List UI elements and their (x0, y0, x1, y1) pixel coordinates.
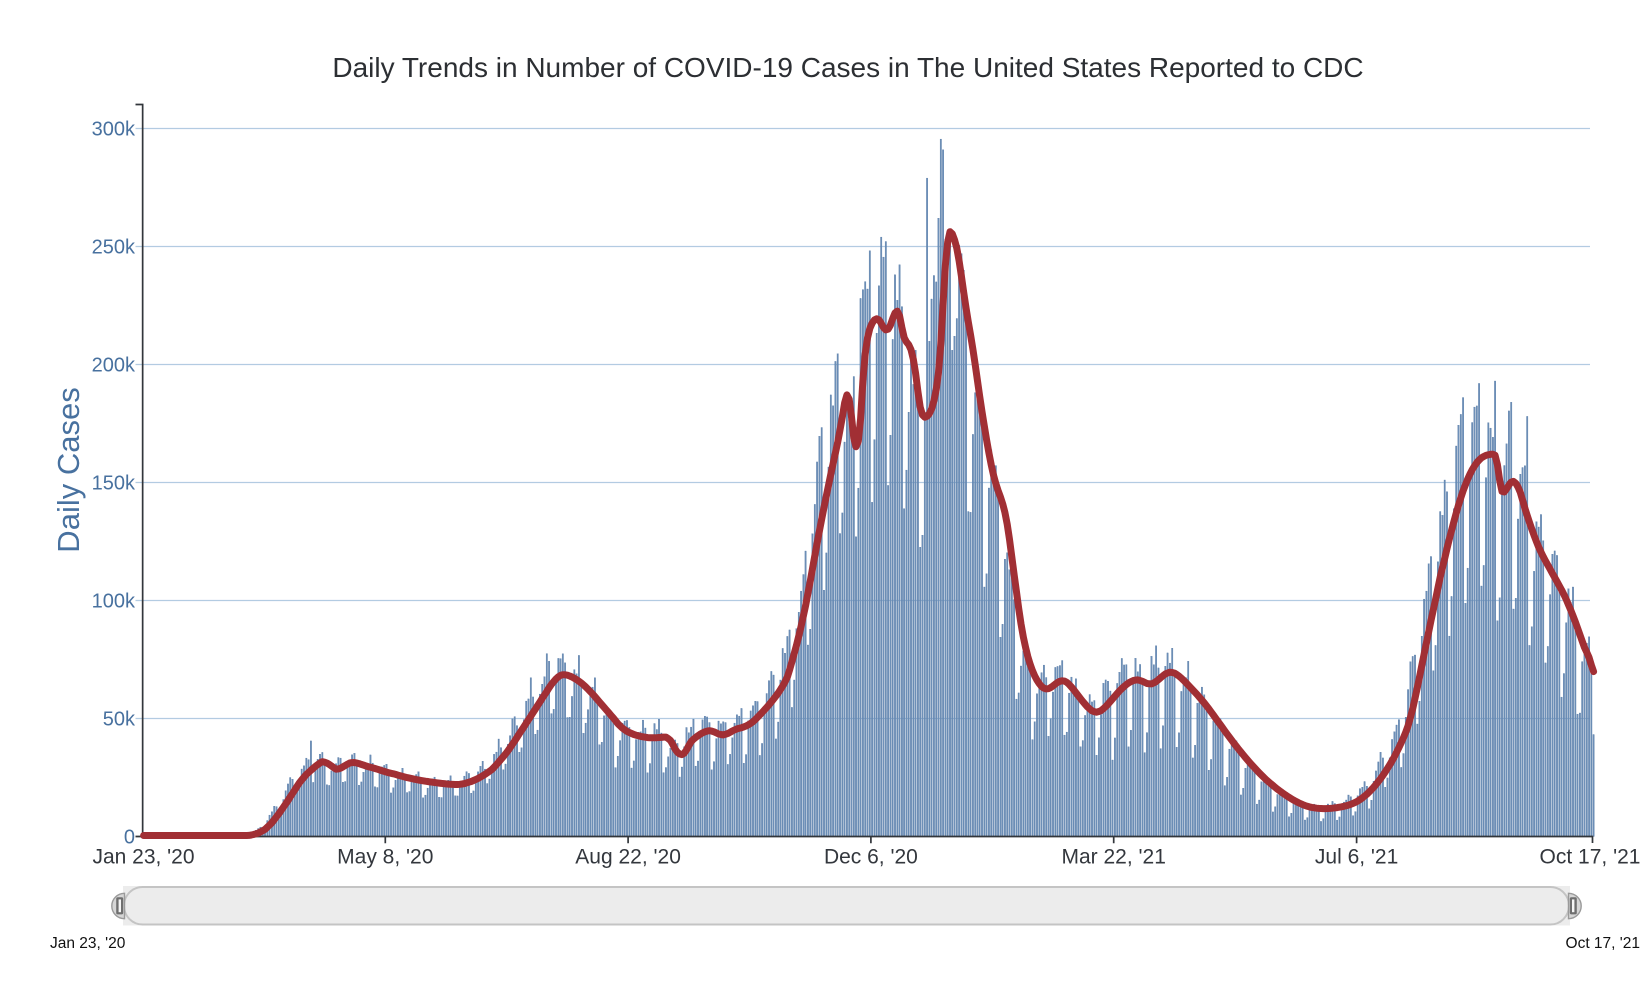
svg-text:Jul 6, '21: Jul 6, '21 (1315, 846, 1398, 869)
svg-text:Jan 23, '20: Jan 23, '20 (92, 846, 194, 869)
svg-text:Jan 23, '20: Jan 23, '20 (50, 935, 126, 952)
svg-text:Daily Cases: Daily Cases (51, 387, 86, 552)
svg-text:May 8, '20: May 8, '20 (337, 846, 433, 869)
svg-text:0: 0 (124, 827, 135, 849)
svg-text:Daily Trends in Number of COVI: Daily Trends in Number of COVID-19 Cases… (332, 52, 1363, 83)
svg-text:Oct 17, '21: Oct 17, '21 (1566, 935, 1640, 952)
svg-text:Dec 6, '20: Dec 6, '20 (824, 846, 918, 869)
svg-text:Oct 17, '21: Oct 17, '21 (1540, 846, 1641, 869)
svg-text:50k: 50k (103, 709, 136, 731)
svg-text:250k: 250k (92, 237, 136, 259)
svg-text:200k: 200k (92, 355, 136, 377)
svg-text:150k: 150k (92, 473, 136, 495)
svg-text:300k: 300k (92, 119, 136, 141)
svg-text:Mar 22, '21: Mar 22, '21 (1061, 846, 1165, 869)
svg-text:100k: 100k (92, 591, 136, 613)
svg-text:Aug 22, '20: Aug 22, '20 (575, 846, 681, 869)
